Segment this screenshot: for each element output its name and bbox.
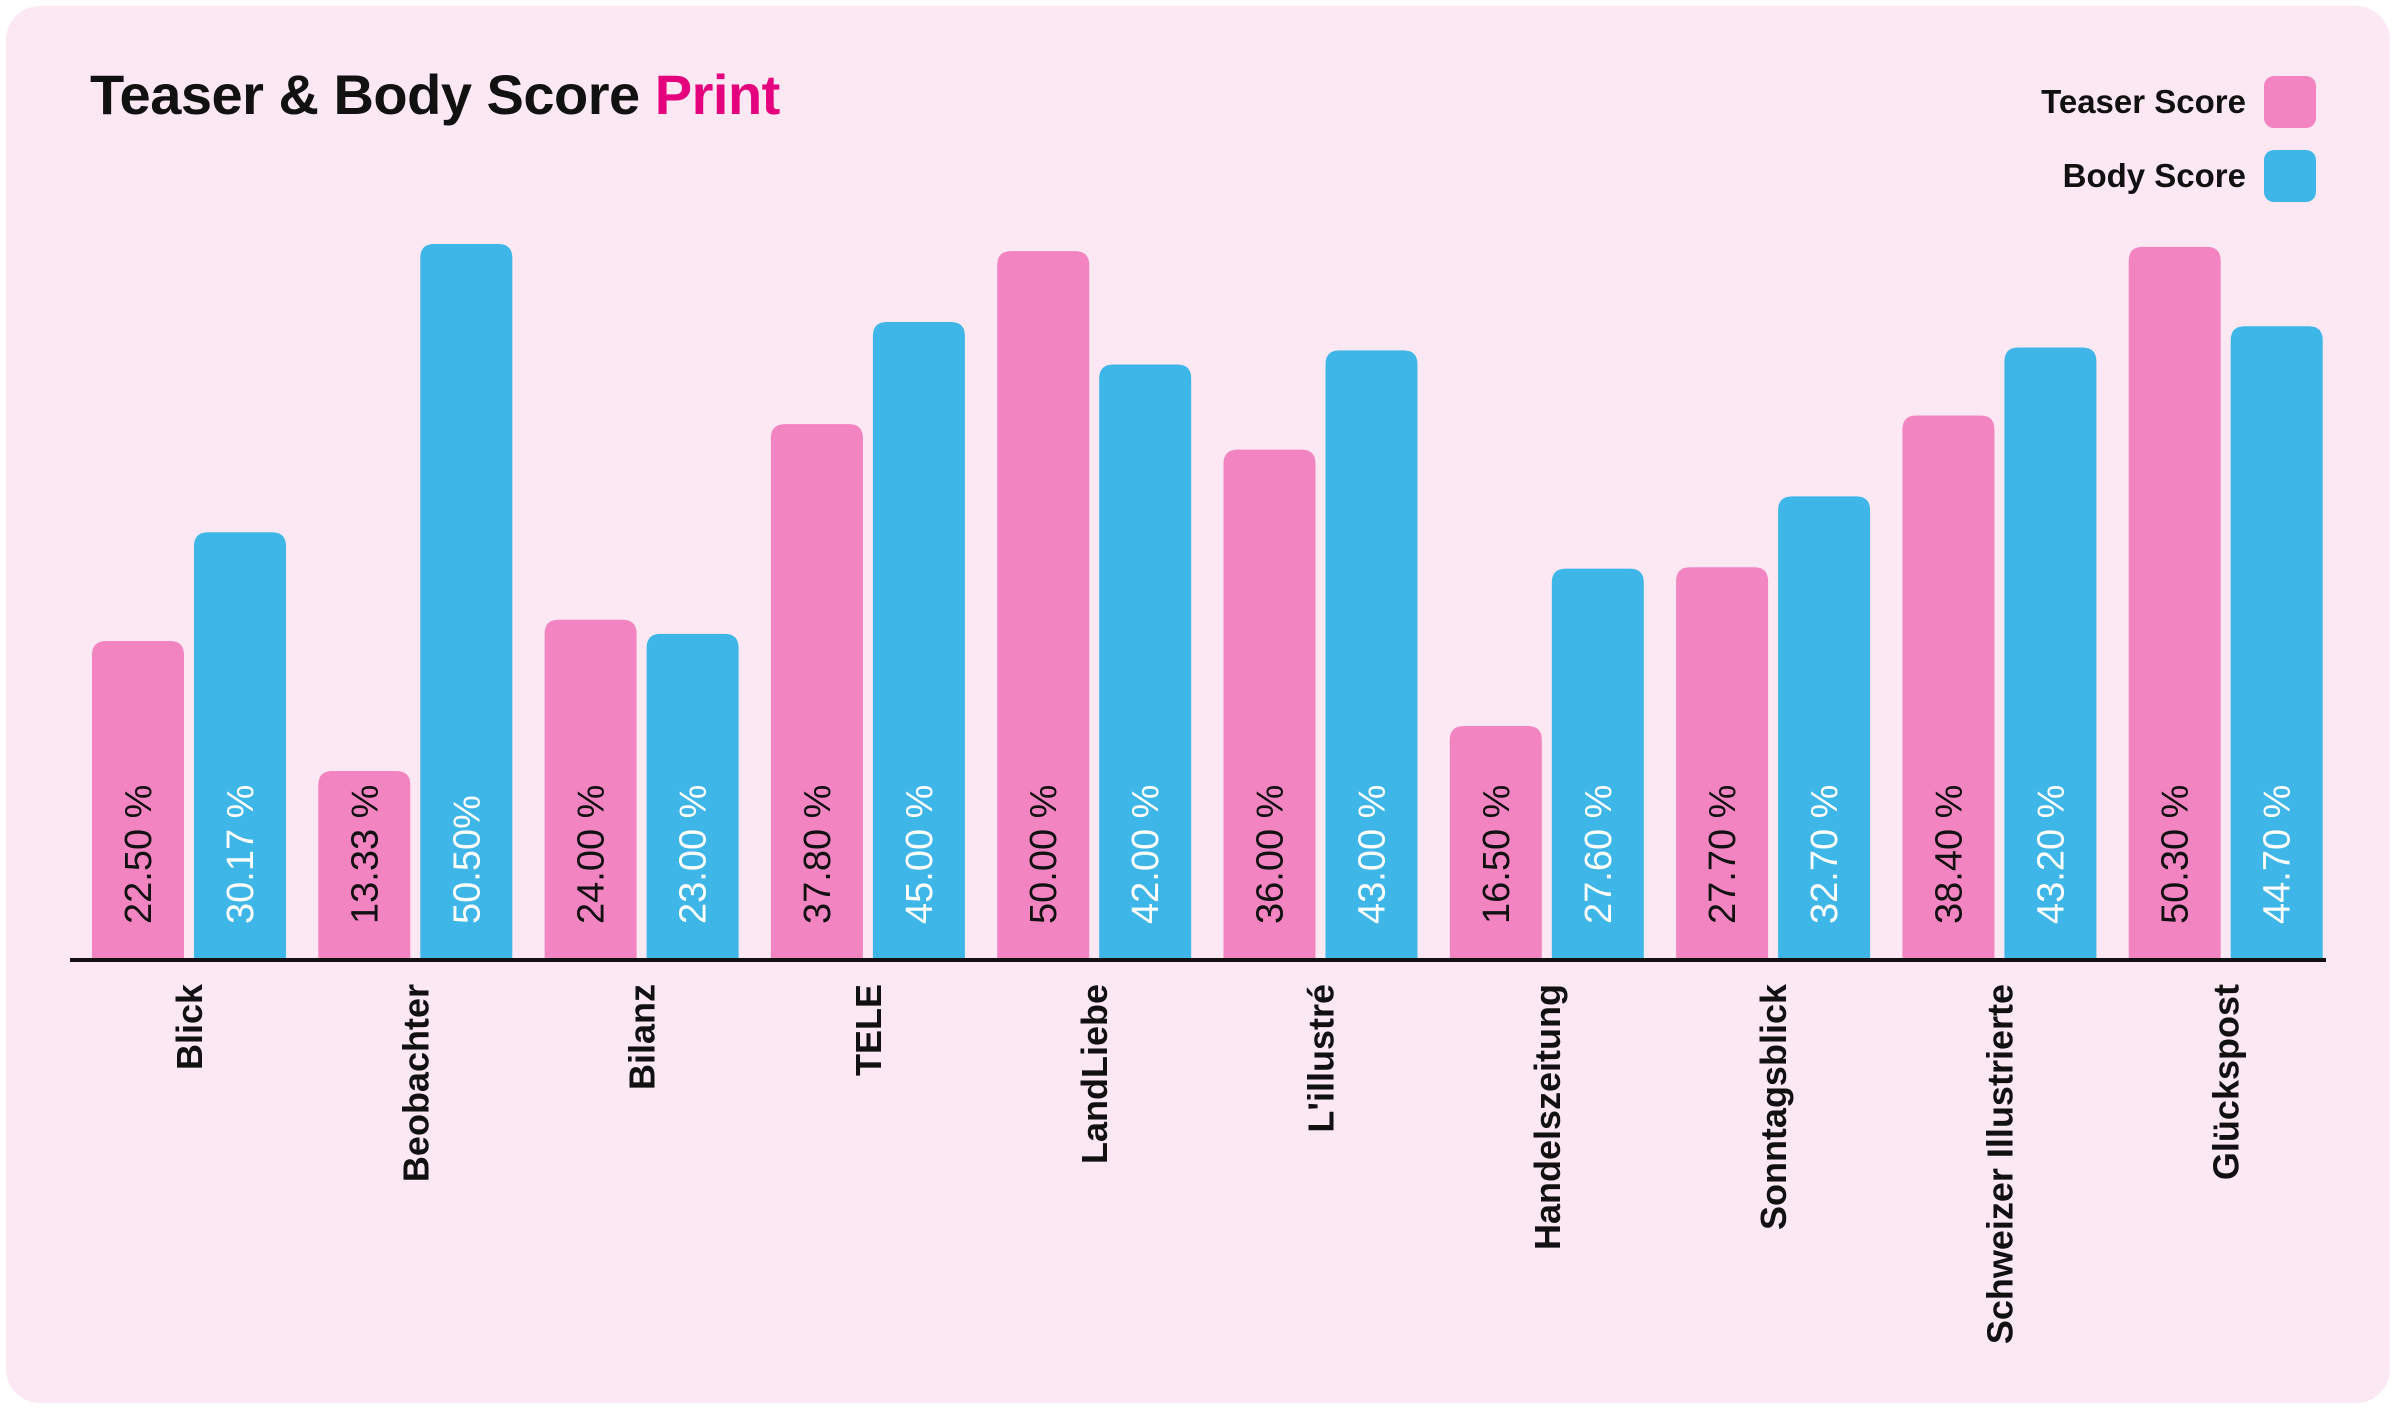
legend-item-teaser: Teaser Score [2041,76,2316,128]
value-label-teaser-bilanz: 24.00 % [571,785,613,924]
bar-teaser-tele [770,424,863,960]
bar-teaser-sonntagsblick [1676,567,1769,960]
category-label-landliebe: LandLiebe [1074,984,1115,1164]
value-label-body-tele: 45.00 % [899,785,941,924]
bar-body-handelszeitung [1551,568,1644,960]
category-label-handelszeitung: Handelszeitung [1527,984,1568,1250]
category-label-beobachter: Beobachter [395,984,436,1182]
bar-teaser-l-illustre [1223,449,1316,960]
bar-body-bilanz [646,633,739,960]
legend-label-teaser: Teaser Score [2041,83,2246,120]
chart-title: Teaser & Body Score Print [90,62,780,127]
value-label-body-blick: 30.17 % [220,785,262,924]
value-label-teaser-beobachter: 13.33 % [344,785,386,924]
value-label-teaser-gluckspost: 50.30 % [2155,785,2197,924]
legend-swatch-teaser [2264,76,2316,128]
value-label-body-landliebe: 42.00 % [1125,785,1167,924]
value-label-body-bilanz: 23.00 % [673,785,715,924]
bar-body-beobachter [420,244,513,960]
value-label-body-sonntagsblick: 32.70 % [1804,785,1846,924]
bar-teaser-blick [92,640,184,960]
value-label-teaser-handelszeitung: 16.50 % [1476,785,1518,924]
category-label-schweizer-illustrierte: Schweizer Illustrierte [1979,984,2020,1344]
value-label-body-handelszeitung: 27.60 % [1578,785,1620,924]
title-main: Teaser & Body Score [90,63,640,126]
bar-body-blick [194,532,286,960]
bar-teaser-bilanz [544,619,637,960]
bar-body-gluckspost [2230,326,2323,961]
category-label-blick: Blick [169,983,210,1070]
category-label-tele: TELE [848,984,889,1076]
legend-item-body: Body Score [2041,150,2316,202]
bar-body-schweizer-illustrierte [2004,347,2097,960]
value-label-teaser-landliebe: 50.00 % [1023,785,1065,924]
bar-teaser-beobachter [318,771,411,960]
value-label-teaser-tele: 37.80 % [797,785,839,924]
value-label-teaser-schweizer-illustrierte: 38.40 % [1928,785,1970,924]
title-accent: Print [654,63,781,126]
legend-label-body: Body Score [2062,157,2246,194]
legend-swatch-body [2264,150,2316,202]
category-label-gluckspost: Glückspost [2206,984,2247,1180]
value-label-teaser-blick: 22.50 % [118,785,160,924]
value-label-body-schweizer-illustrierte: 43.20 % [2030,785,2072,924]
bar-body-tele [872,321,965,960]
bar-body-landliebe [1099,364,1192,960]
bar-body-l-illustre [1325,350,1418,960]
value-label-body-l-illustre: 43.00 % [1352,785,1394,924]
category-label-bilanz: Bilanz [622,984,663,1090]
bar-teaser-schweizer-illustrierte [1902,415,1995,961]
value-label-teaser-sonntagsblick: 27.70 % [1702,785,1744,924]
bar-teaser-landliebe [997,251,1090,960]
category-label-sonntagsblick: Sonntagsblick [1753,983,1794,1230]
value-label-body-beobachter: 50.50% [446,795,488,924]
bar-teaser-gluckspost [2128,246,2221,961]
value-label-teaser-l-illustre: 36.00 % [1250,785,1292,924]
category-label-l-illustre: L'illustré [1301,984,1342,1133]
bar-teaser-handelszeitung [1449,726,1542,960]
bar-body-sonntagsblick [1778,496,1871,960]
value-label-body-gluckspost: 44.70 % [2257,785,2299,924]
legend: Teaser Score Body Score [2041,76,2316,202]
